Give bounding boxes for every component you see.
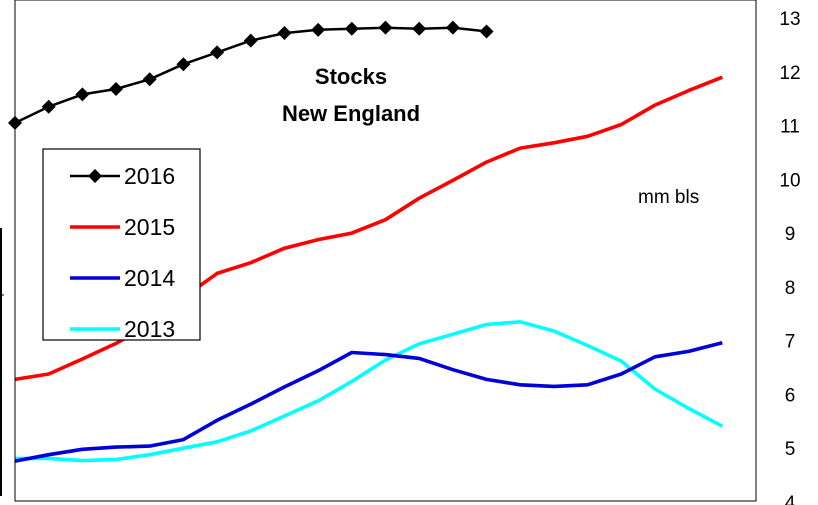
legend-label-2013: 2013 <box>124 316 175 342</box>
y-tick-label: 6 <box>785 385 796 406</box>
series-marker-2016 <box>75 87 90 102</box>
series-marker-2016 <box>311 22 326 37</box>
y-tick-label: 11 <box>780 117 800 138</box>
y-tick-label: 13 <box>779 9 800 30</box>
legend: 2016 2015 2014 2013 <box>42 148 201 342</box>
plot-area-frame <box>14 0 757 502</box>
legend-label-2014: 2014 <box>124 265 175 291</box>
series-marker-2016 <box>243 33 258 48</box>
series-marker-2016 <box>412 21 427 36</box>
y-tick-label: 12 <box>779 63 800 84</box>
series-marker-2016 <box>41 99 56 114</box>
y-tick-label: 4 <box>785 493 796 505</box>
legend-label-2016: 2016 <box>124 163 175 189</box>
y-tick-label: 9 <box>785 224 796 245</box>
series-marker-2016 <box>445 20 460 35</box>
y-tick-label: 8 <box>785 278 796 299</box>
series-marker-2016 <box>344 21 359 36</box>
chart-subtitle: New England <box>282 101 420 126</box>
legend-marker-2016 <box>88 169 102 183</box>
series-marker-2016 <box>176 57 191 72</box>
series-marker-2016 <box>277 26 292 41</box>
series-layer <box>8 20 724 463</box>
series-marker-2016 <box>479 24 494 39</box>
series-marker-2016 <box>378 20 393 35</box>
legend-box <box>42 148 201 341</box>
chart-title: Stocks <box>315 64 387 89</box>
series-marker-2016 <box>142 72 157 87</box>
series-marker-2016 <box>109 81 124 96</box>
y-tick-label: 7 <box>785 332 796 353</box>
y-tick-label: 5 <box>785 439 796 460</box>
y-axis-ticks: 4 5 6 7 8 9 10 11 12 13 <box>779 9 800 505</box>
series-marker-2016 <box>210 45 225 60</box>
unit-label: mm bls <box>638 187 699 208</box>
series-line-2013 <box>15 319 724 463</box>
series-line-2014 <box>14 341 723 463</box>
y-tick-label: 10 <box>779 170 800 191</box>
legend-label-2015: 2015 <box>124 214 175 240</box>
